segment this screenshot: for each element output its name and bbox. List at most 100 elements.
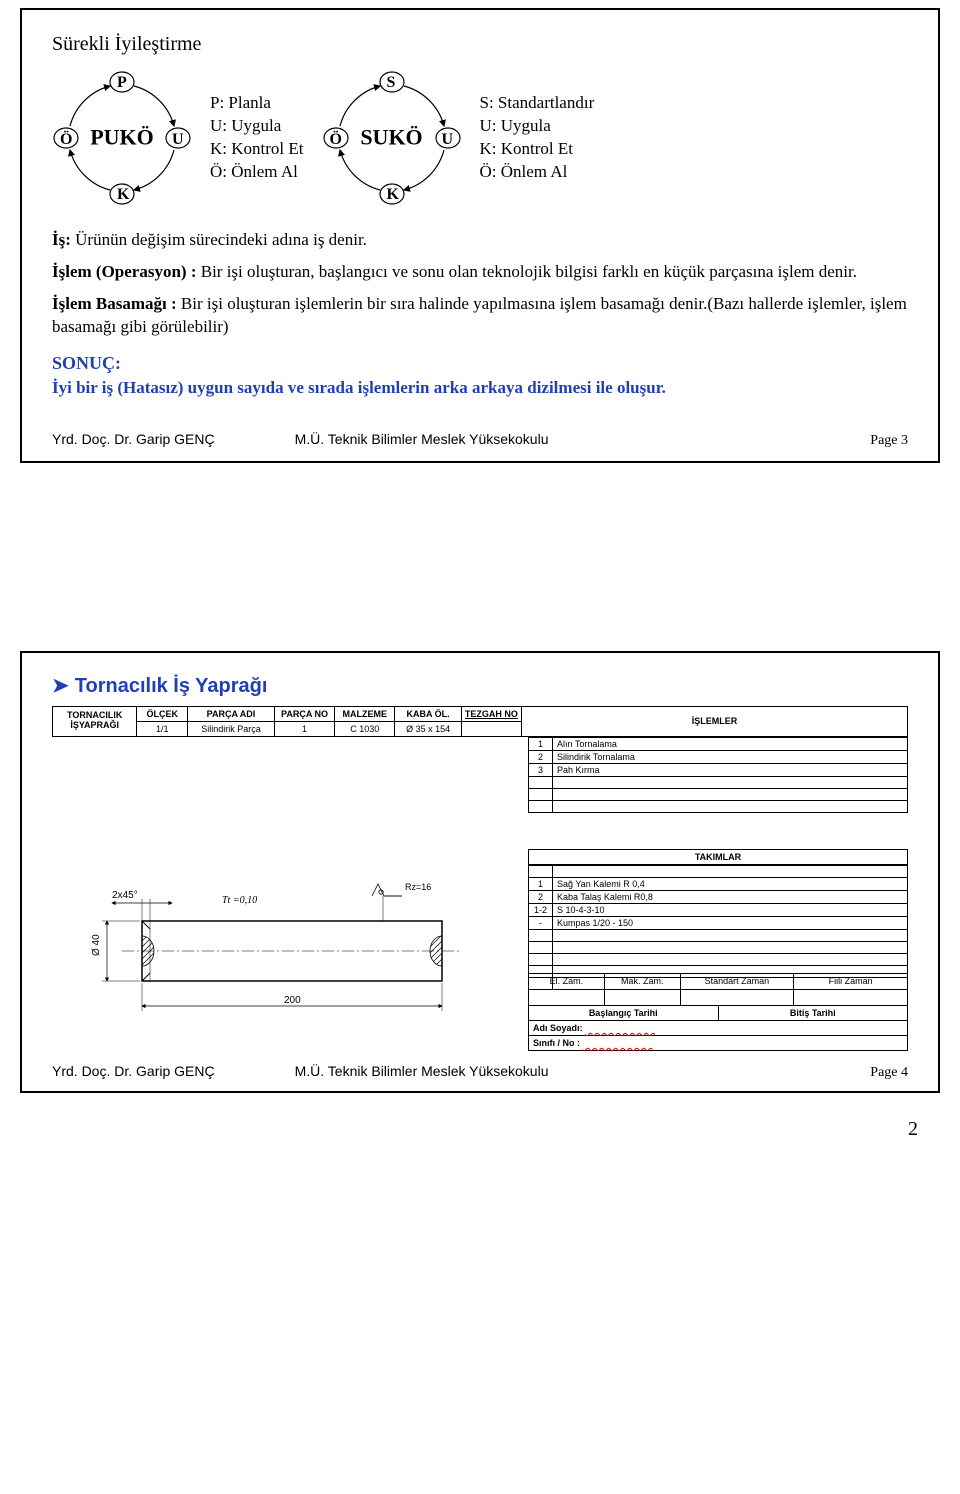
islemler-table: 1Alın Tornalama 2Silindirik Tornalama 3P… [528,737,908,813]
islem-t-0: Alın Tornalama [553,737,908,750]
hval-4: Ø 35 x 154 [395,721,461,736]
tak-t-0: Sağ Yan Kalemi R 0,4 [553,877,908,890]
def-is: Ürünün değişim sürecindeki adına iş deni… [71,230,367,249]
technical-drawing-svg: 2x45° Tt =0,10 Rz=16 Ø 40 [52,821,512,1051]
islem-t-2: Pah Kırma [553,763,908,776]
tak-n-0: 1 [529,877,553,890]
takimlar-block: TAKIMLAR 1Sağ Yan Kalemi R 0,4 2Kaba Tal… [528,849,908,990]
drawing-area: 2x45° Tt =0,10 Rz=16 Ø 40 [52,821,908,1051]
tarih-row: Başlangıç Tarihi Bitiş Tarihi [528,1006,908,1021]
puko-cycle: P U K Ö PUKÖ [52,68,192,208]
suko-s: S [387,72,396,94]
dia-label: Ø 40 [91,934,102,956]
sonuc-label: SONUÇ: [52,351,908,376]
tak-n-1: 2 [529,890,553,903]
tak-t-3: Kumpas 1/20 - 150 [553,916,908,929]
legend2-o: Ö: Önlem Al [480,161,595,184]
tak-t-2: S 10-4-3-10 [553,903,908,916]
len-label: 200 [284,995,301,1006]
header-table: TORNACILIK İŞYAPRAĞI ÖLÇEK PARÇA ADI PAR… [52,706,908,737]
rz-label: Rz=16 [405,882,431,892]
definitions: İş: Ürünün değişim sürecindeki adına iş … [52,228,908,400]
legend2-k: K: Kontrol Et [480,138,595,161]
takimlar-table: 1Sağ Yan Kalemi R 0,4 2Kaba Talaş Kalemi… [528,865,908,990]
islem-n-1: 2 [529,750,553,763]
legend1-p: P: Planla [210,92,304,115]
legend-puko: P: Planla U: Uygula K: Kontrol Et Ö: Önl… [202,92,312,184]
islemler-label: İŞLEMLER [522,706,908,736]
ad-row: Adı Soyadı: [528,1021,908,1036]
islem-n-2: 3 [529,763,553,776]
legend1-u: U: Uygula [210,115,304,138]
footer1-left: Yrd. Doç. Dr. Garip GENÇ [52,430,215,450]
hcol-5: TEZGAH NO [461,706,521,721]
tarih-bit: Bitiş Tarihi [719,1006,908,1020]
footer2-mid: M.Ü. Teknik Bilimler Meslek Yüksekokulu [215,1063,871,1079]
suko-u: U [442,129,454,151]
def-basamak: Bir işi oluşturan işlemlerin bir sıra ha… [52,294,907,337]
zcol-3: Fiili Zaman [794,973,908,989]
ad-fill [585,1023,655,1033]
puko-u: U [172,129,184,151]
footer1-mid: M.Ü. Teknik Bilimler Meslek Yüksekokulu [215,430,871,450]
suko-o: Ö [330,129,342,151]
sinif-fill [583,1038,653,1048]
suko-name: SUKÖ [360,123,422,154]
def-basamak-term: İşlem Basamağı : [52,294,177,313]
hcol-4: KABA ÖL. [395,706,461,721]
takimlar-label: TAKIMLAR [528,849,908,865]
tak-n-2: 1-2 [529,903,553,916]
hcol-2: PARÇA NO [274,706,334,721]
def-islem: Bir işi oluşturan, başlangıcı ve sonu ol… [196,262,857,281]
slide-1: Sürekli İyileştirme [20,8,940,463]
suko-k: K [387,184,399,206]
hval-3: C 1030 [335,721,395,736]
def-is-term: İş: [52,230,71,249]
slide2-title: ➤ Tornacılık İş Yaprağı [52,673,908,698]
overall-page-number: 2 [908,1118,918,1141]
sonuc-body: İyi bir iş (Hatasız) uygun sayıda ve sır… [52,376,908,400]
hval-5 [461,721,521,736]
puko-o: Ö [60,129,72,151]
legend2-u: U: Uygula [480,115,595,138]
slide-2: ➤ Tornacılık İş Yaprağı TORNACILIK İŞYAPR… [20,651,940,1093]
tak-n-3: - [529,916,553,929]
hcol-1: PARÇA ADI [188,706,275,721]
islem-t-1: Silindirik Tornalama [553,750,908,763]
slide2-footer: Yrd. Doç. Dr. Garip GENÇ M.Ü. Teknik Bil… [52,1063,908,1081]
slide2-title-text: Tornacılık İş Yaprağı [75,675,268,697]
hval-2: 1 [274,721,334,736]
legend1-k: K: Kontrol Et [210,138,304,161]
zcol-1: Mak. Zam. [604,973,680,989]
sinif-label: Sınıfı / No : [533,1038,580,1048]
corner-label: TORNACILIK İŞYAPRAĞI [53,706,137,736]
hcol-0: ÖLÇEK [137,706,188,721]
hval-1: Silindirik Parça [188,721,275,736]
ad-label: Adı Soyadı: [533,1023,583,1033]
zcol-0: El. Zam. [529,973,605,989]
slide1-footer: Yrd. Doç. Dr. Garip GENÇ M.Ü. Teknik Bil… [52,430,908,451]
zcol-2: Standart Zaman [680,973,794,989]
is-yapragi: TORNACILIK İŞYAPRAĞI ÖLÇEK PARÇA ADI PAR… [52,706,908,1051]
chamfer-label: 2x45° [112,890,138,901]
footer1-right: Page 3 [870,431,908,451]
tarih-bas: Başlangıç Tarihi [529,1006,719,1020]
bullet-arrow-icon: ➤ [52,673,69,698]
legend2-s: S: Standartlandır [480,92,595,115]
sinif-row: Sınıfı / No : [528,1036,908,1051]
legend-suko: S: Standartlandır U: Uygula K: Kontrol E… [472,92,603,184]
hval-0: 1/1 [137,721,188,736]
puko-p: P [117,72,127,94]
puko-k: K [117,184,129,206]
diagram-row: P U K Ö PUKÖ P: Planla U: Uygula K: Kont… [52,68,908,208]
footer2-left: Yrd. Doç. Dr. Garip GENÇ [52,1063,215,1079]
islem-n-0: 1 [529,737,553,750]
legend1-o: Ö: Önlem Al [210,161,304,184]
zaman-table: El. Zam. Mak. Zam. Standart Zaman Fiili … [528,973,908,1006]
suko-cycle: S U K Ö SUKÖ [322,68,462,208]
bottom-block: El. Zam. Mak. Zam. Standart Zaman Fiili … [528,973,908,1051]
hcol-3: MALZEME [335,706,395,721]
slide1-title: Sürekli İyileştirme [52,30,908,58]
tol-label: Tt =0,10 [222,895,257,906]
def-islem-term: İşlem (Operasyon) : [52,262,196,281]
